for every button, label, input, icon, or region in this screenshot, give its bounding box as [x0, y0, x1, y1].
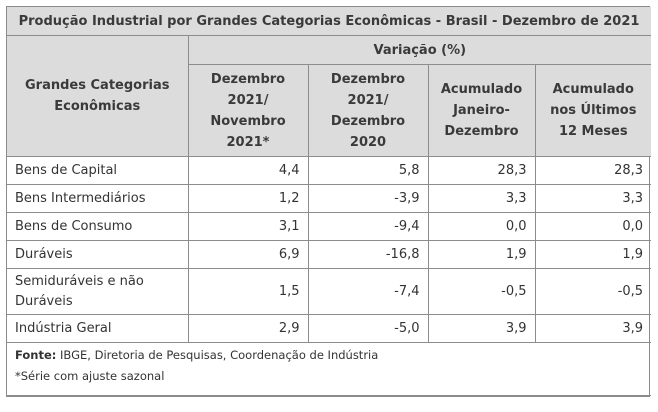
row-label: Bens Intermediários: [7, 184, 189, 213]
table-cell: -0,5: [427, 268, 536, 315]
table-cell: 1,2: [187, 184, 309, 213]
table-cell: 3,3: [534, 184, 652, 213]
table-row: Indústria Geral 2,9 -5,0 3,9 3,9: [7, 314, 652, 343]
table-cell: 28,3: [427, 156, 536, 185]
table-cell: 3,9: [534, 314, 652, 343]
data-table-frame: Produção Industrial por Grandes Categori…: [6, 6, 652, 397]
row-label: Semiduráveis e não Duráveis: [7, 268, 189, 315]
table-cell: -7,4: [307, 268, 429, 315]
table-cell: 5,8: [307, 156, 429, 185]
table-row: Bens de Consumo 3,1 -9,4 0,0 0,0: [7, 212, 652, 241]
table-cell: 1,9: [534, 240, 652, 269]
table-cell: 1,5: [187, 268, 309, 315]
table-cell: -3,9: [307, 184, 429, 213]
table-row: Duráveis 6,9 -16,8 1,9 1,9: [7, 240, 652, 269]
footnote: *Série com ajuste sazonal: [15, 369, 165, 383]
table-cell: -0,5: [534, 268, 652, 315]
table-cell: 3,1: [187, 212, 309, 241]
data-table: Produção Industrial por Grandes Categori…: [7, 7, 652, 396]
variation-header: Variação (%): [187, 35, 652, 65]
row-label: Bens de Capital: [7, 156, 189, 185]
table-row: Bens de Capital 4,4 5,8 28,3 28,3: [7, 156, 652, 185]
column-header-dec-nov: Dezembro 2021/ Novembro 2021*: [188, 64, 309, 157]
column-header-accum-12-months: Acumulado nos Últimos 12 Meses: [534, 64, 652, 157]
table-cell: -9,4: [307, 212, 429, 241]
table-cell: 6,9: [187, 240, 309, 269]
table-cell: 1,9: [427, 240, 536, 269]
source-note: Fonte: IBGE, Diretoria de Pesquisas, Coo…: [15, 345, 643, 366]
table-cell: 28,3: [534, 156, 652, 185]
table-cell: 0,0: [534, 212, 652, 241]
table-row: Semiduráveis e não Duráveis 1,5 -7,4 -0,…: [7, 268, 652, 315]
row-label: Bens de Consumo: [7, 212, 189, 241]
table-cell: 3,9: [427, 314, 536, 343]
source-label: Fonte:: [15, 348, 57, 362]
source-text: IBGE, Diretoria de Pesquisas, Coordenaçã…: [56, 348, 379, 362]
table-cell: 2,9: [187, 314, 309, 343]
table-cell: 3,3: [427, 184, 536, 213]
table-title: Produção Industrial por Grandes Categori…: [7, 7, 652, 36]
column-header-dec-dec: Dezembro 2021/ Dezembro 2020: [307, 64, 429, 157]
table-cell: -5,0: [307, 314, 429, 343]
category-column-header: Grandes Categorias Econômicas: [7, 35, 189, 157]
table-cell: -16,8: [307, 240, 429, 269]
table-notes: Fonte: IBGE, Diretoria de Pesquisas, Coo…: [7, 342, 652, 396]
table-cell: 4,4: [187, 156, 309, 185]
column-header-accum-jan-dec: Acumulado Janeiro-Dezembro: [427, 64, 536, 157]
row-label: Indústria Geral: [7, 314, 189, 343]
row-label: Duráveis: [7, 240, 189, 269]
table-cell: 0,0: [427, 212, 536, 241]
table-row: Bens Intermediários 1,2 -3,9 3,3 3,3: [7, 184, 652, 213]
